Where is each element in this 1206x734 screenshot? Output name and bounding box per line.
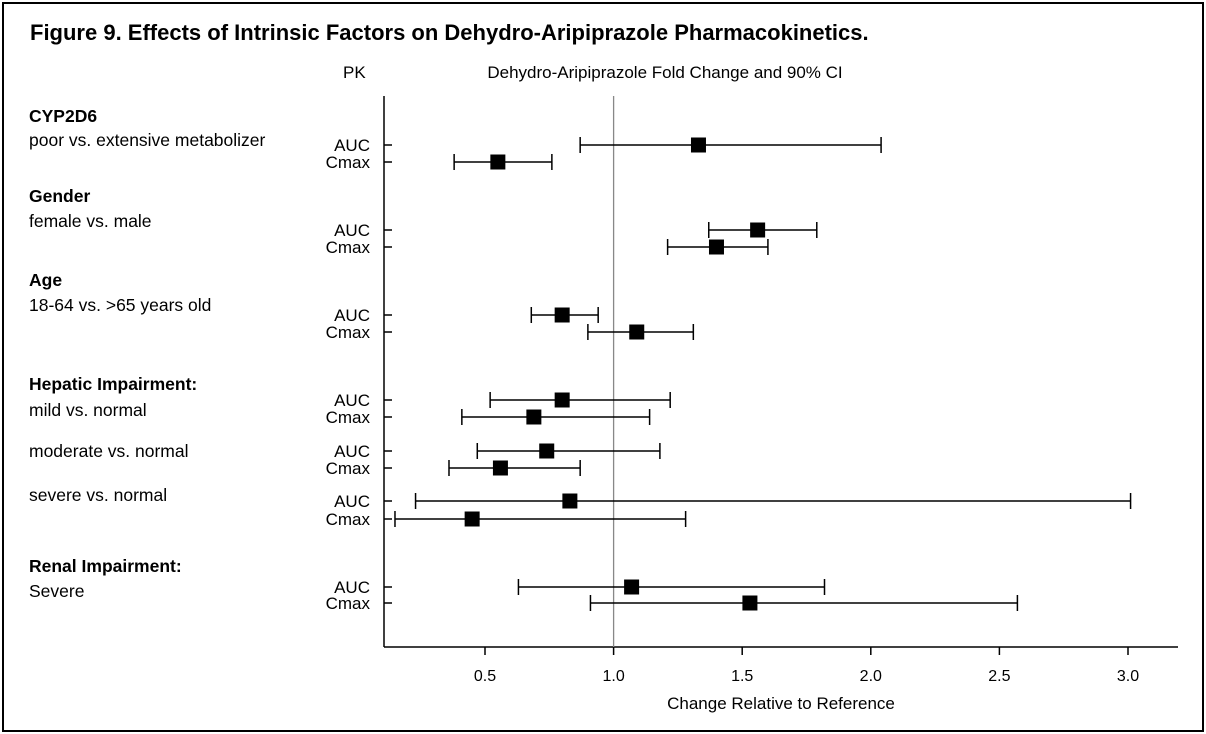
point-estimate bbox=[526, 409, 542, 425]
pk-label: AUC bbox=[334, 391, 370, 410]
subgroup-label: mild vs. normal bbox=[29, 400, 147, 420]
plot-area: 0.5 1.0 1.5 2.0 2.5 3.0 CYP2D6 poor vs. extensi… bbox=[29, 96, 1178, 685]
subgroup-label: female vs. male bbox=[29, 211, 152, 231]
point-estimate bbox=[554, 392, 570, 408]
pk-label: Cmax bbox=[326, 459, 371, 478]
pk-column-header: PK bbox=[343, 63, 366, 82]
pk-label: Cmax bbox=[326, 323, 371, 342]
point-estimate bbox=[742, 595, 758, 611]
point-estimate bbox=[490, 154, 506, 170]
point-estimate bbox=[750, 222, 766, 238]
subgroup-label: poor vs. extensive metabolizer bbox=[29, 130, 266, 150]
point-estimate bbox=[708, 239, 724, 255]
pk-label: Cmax bbox=[326, 510, 371, 529]
group-title: Age bbox=[29, 270, 62, 290]
pk-label: Cmax bbox=[326, 153, 371, 172]
pk-label: AUC bbox=[334, 578, 370, 597]
pk-label: Cmax bbox=[326, 594, 371, 613]
group-title: CYP2D6 bbox=[29, 106, 97, 126]
x-tick-label: 1.5 bbox=[731, 668, 753, 685]
group-title: Hepatic Impairment: bbox=[29, 374, 197, 394]
subgroup-label: severe vs. normal bbox=[29, 485, 167, 505]
subgroup-label: Severe bbox=[29, 581, 84, 601]
point-estimate bbox=[539, 443, 555, 459]
group-title: Renal Impairment: bbox=[29, 556, 182, 576]
x-tick-label: 1.0 bbox=[602, 668, 624, 685]
point-estimate bbox=[492, 460, 508, 476]
point-estimate bbox=[690, 137, 706, 153]
point-estimate bbox=[562, 493, 578, 509]
point-estimate bbox=[554, 307, 570, 323]
pk-label: AUC bbox=[334, 492, 370, 511]
subgroup-label: moderate vs. normal bbox=[29, 441, 189, 461]
x-tick-label: 2.5 bbox=[988, 668, 1010, 685]
x-tick-label: 0.5 bbox=[474, 668, 496, 685]
point-estimate bbox=[629, 324, 645, 340]
pk-label: AUC bbox=[334, 221, 370, 240]
x-tick-label: 2.0 bbox=[860, 668, 882, 685]
pk-label: AUC bbox=[334, 442, 370, 461]
point-estimate bbox=[464, 511, 480, 527]
x-tick-label: 3.0 bbox=[1117, 668, 1139, 685]
point-estimate bbox=[624, 579, 640, 595]
pk-label: Cmax bbox=[326, 238, 371, 257]
pk-label: AUC bbox=[334, 136, 370, 155]
group-title: Gender bbox=[29, 186, 90, 206]
subgroup-label: 18-64 vs. >65 years old bbox=[29, 295, 211, 315]
pk-label: AUC bbox=[334, 306, 370, 325]
x-axis-label: Change Relative to Reference bbox=[667, 694, 895, 713]
pk-label: Cmax bbox=[326, 408, 371, 427]
plot-column-header: Dehydro-Aripiprazole Fold Change and 90%… bbox=[487, 63, 842, 82]
chart-title: Figure 9. Effects of Intrinsic Factors o… bbox=[30, 20, 869, 45]
